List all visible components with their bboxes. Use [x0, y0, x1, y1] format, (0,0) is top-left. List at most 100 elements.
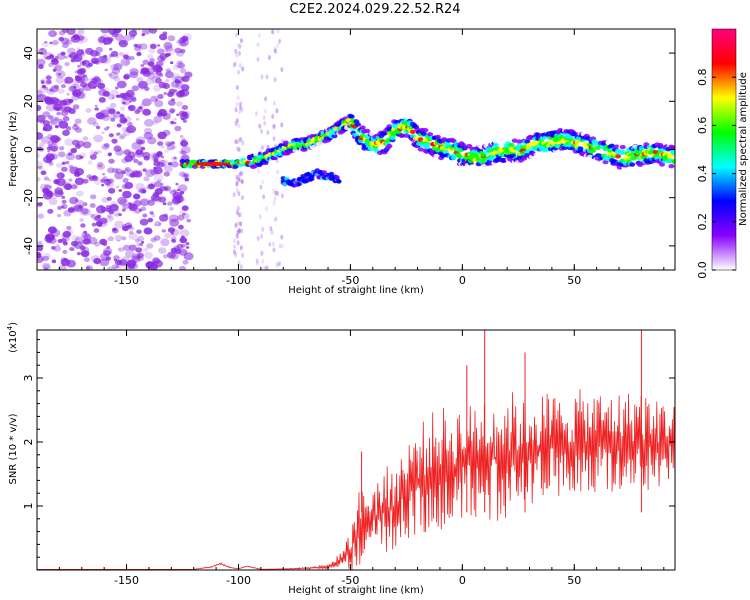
- noise-blob: [181, 84, 190, 91]
- noise-blob: [64, 55, 68, 59]
- noise-blob: [39, 119, 45, 124]
- noise-blob: [154, 100, 164, 108]
- noise-blob: [235, 101, 239, 107]
- noise-blob: [238, 63, 242, 69]
- noise-blob: [95, 51, 101, 57]
- noise-blob: [43, 52, 54, 61]
- noise-blob: [262, 194, 266, 200]
- noise-blob: [154, 220, 162, 227]
- noise-blob: [108, 133, 114, 138]
- spectral-point: [671, 151, 675, 156]
- spectral-point: [508, 142, 515, 148]
- noise-blob: [93, 75, 100, 82]
- noise-blob: [79, 61, 86, 66]
- noise-blob: [130, 155, 136, 160]
- noise-blob: [153, 166, 163, 175]
- noise-blob: [61, 161, 66, 165]
- noise-blob: [147, 72, 157, 80]
- noise-blob: [159, 33, 168, 41]
- noise-blob: [130, 36, 135, 40]
- spectral-point: [619, 144, 626, 150]
- noise-blob: [147, 199, 155, 206]
- noise-blob: [232, 62, 236, 68]
- noise-blob: [172, 73, 181, 80]
- noise-blob: [135, 183, 145, 191]
- noise-blob: [170, 120, 175, 125]
- noise-blob: [82, 202, 88, 207]
- spectral-point: [329, 171, 335, 176]
- noise-blob: [73, 171, 81, 177]
- spectral-point: [433, 153, 440, 159]
- spectrogram-x-ticks: -150 -100 -50 0 50: [36, 29, 665, 287]
- noise-blob: [62, 249, 68, 254]
- noise-blob: [170, 156, 178, 162]
- noise-blob: [273, 77, 277, 83]
- noise-blob: [150, 152, 160, 160]
- spectral-point: [427, 132, 434, 137]
- noise-blob: [96, 149, 102, 154]
- noise-blob: [126, 159, 132, 164]
- noise-blob: [139, 43, 148, 50]
- noise-blob: [240, 171, 244, 176]
- noise-blob: [234, 48, 238, 54]
- noise-blob: [99, 217, 108, 224]
- noise-blob: [265, 265, 269, 270]
- noise-blob: [91, 222, 97, 227]
- noise-blob: [157, 44, 161, 47]
- noise-blob: [60, 51, 66, 56]
- noise-blob: [70, 58, 76, 63]
- noise-blob: [237, 109, 241, 115]
- noise-blob: [236, 146, 240, 152]
- noise-blob: [122, 190, 132, 199]
- spectral-point: [471, 164, 477, 169]
- noise-blob: [121, 208, 126, 212]
- noise-blob: [143, 227, 153, 235]
- noise-blob: [239, 264, 243, 270]
- noise-blob: [109, 113, 117, 120]
- noise-blob: [116, 239, 120, 242]
- spectral-point: [474, 154, 481, 159]
- noise-blob: [170, 161, 179, 168]
- spectral-point: [666, 158, 673, 163]
- spectral-point: [424, 142, 430, 148]
- noise-blob: [147, 136, 157, 145]
- noise-blob: [54, 187, 64, 195]
- spectral-point: [386, 126, 393, 132]
- noise-blob: [71, 234, 80, 242]
- noise-blob: [82, 83, 93, 91]
- noise-blob: [61, 205, 65, 209]
- noise-blob: [79, 152, 87, 158]
- noise-blob: [97, 82, 106, 90]
- colorbar-tick-label: 0.2: [696, 213, 709, 231]
- noise-blob: [162, 202, 167, 206]
- noise-blob: [172, 145, 177, 150]
- noise-blob: [77, 205, 82, 209]
- noise-blob: [258, 123, 262, 129]
- noise-blob: [112, 264, 119, 269]
- noise-blob: [235, 181, 239, 187]
- noise-blob: [42, 264, 51, 270]
- noise-blob: [179, 265, 186, 270]
- noise-blob: [76, 47, 81, 51]
- noise-blob: [77, 200, 84, 205]
- noise-blob: [118, 135, 125, 140]
- x-tick-label: -100: [226, 574, 251, 587]
- colorbar: 0.0 0.2 0.4 0.6 0.8 Normalized spectral ampl…: [696, 28, 749, 279]
- noise-blob: [47, 150, 51, 153]
- spectral-point: [331, 133, 338, 139]
- noise-blob: [108, 73, 113, 77]
- noise-blob: [97, 55, 108, 64]
- noise-blob: [263, 265, 267, 270]
- noise-blob: [54, 64, 63, 71]
- snr-y-ticks: 1 2 3: [22, 339, 675, 558]
- noise-blob: [47, 133, 54, 139]
- snr-x-axis-label: Height of straight line (km): [288, 585, 424, 596]
- noise-blob: [157, 93, 164, 100]
- noise-blob: [147, 61, 155, 67]
- noise-blob: [180, 243, 186, 248]
- noise-blob: [174, 125, 182, 132]
- noise-blob: [62, 116, 70, 122]
- spectral-point: [434, 134, 441, 140]
- noise-blob: [138, 189, 142, 193]
- noise-blob: [62, 129, 70, 136]
